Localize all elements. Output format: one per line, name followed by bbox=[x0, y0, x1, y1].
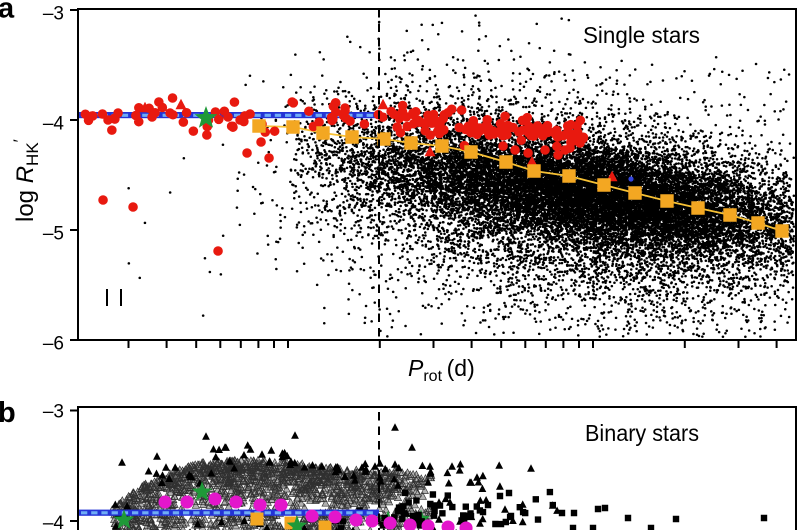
svg-text:Prot (d): Prot (d) bbox=[408, 355, 475, 385]
svg-text:b: b bbox=[0, 397, 16, 429]
svg-text:Binary stars: Binary stars bbox=[585, 420, 699, 446]
svg-text:–3: –3 bbox=[43, 4, 64, 25]
svg-text:Single stars: Single stars bbox=[583, 22, 700, 48]
svg-text:–4: –4 bbox=[43, 513, 65, 530]
svg-text:–5: –5 bbox=[43, 224, 64, 245]
svg-text:a: a bbox=[0, 0, 15, 25]
svg-text:–4: –4 bbox=[43, 114, 65, 135]
svg-text:–6: –6 bbox=[43, 334, 64, 355]
svg-text:–3: –3 bbox=[43, 402, 64, 423]
svg-text:log RHK′: log RHK′ bbox=[10, 139, 42, 222]
